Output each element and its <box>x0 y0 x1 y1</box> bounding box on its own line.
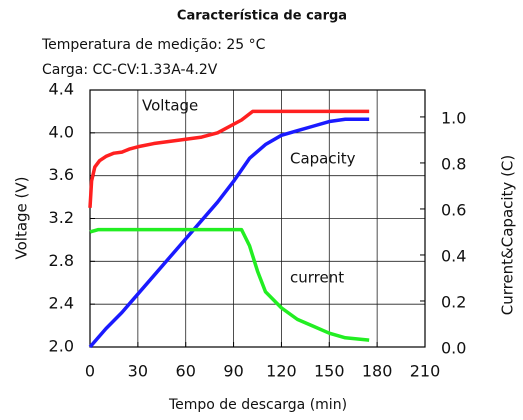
y-tick-label: 4.4 <box>49 80 74 99</box>
subtitle: Temperatura de medição: 25 °C <box>41 37 266 53</box>
chart-title: Característica de carga <box>177 9 347 24</box>
x-axis-label: Tempo de descarga (min) <box>168 397 347 413</box>
subtitle: Carga: CC-CV:1.33A-4.2V <box>42 62 218 78</box>
y2-tick-label: 0.8 <box>441 154 466 173</box>
x-tick-label: 180 <box>362 362 393 381</box>
x-tick-label: 120 <box>266 362 297 381</box>
x-tick-label: 90 <box>223 362 243 381</box>
y-tick-label: 3.6 <box>49 165 74 184</box>
series-line <box>89 227 370 342</box>
y-tick-label: 2.0 <box>49 337 74 356</box>
x-tick-label: 150 <box>314 362 345 381</box>
y-axis-label: Voltage (V) <box>13 177 31 260</box>
plot-frame <box>89 89 426 348</box>
y2-tick-label: 1.0 <box>441 108 466 127</box>
y-tick-label: 4.0 <box>49 122 74 141</box>
y2-tick-label: 0.0 <box>441 339 466 358</box>
annotation: current <box>290 269 344 287</box>
y-tick-label: 2.4 <box>49 294 74 313</box>
y2-tick-label: 0.2 <box>441 292 466 311</box>
annotation: Voltage <box>142 97 198 115</box>
y2-tick-label: 0.4 <box>441 246 466 265</box>
series-line <box>88 117 370 349</box>
y2-axis-label: Current&Capacity (C) <box>499 155 517 316</box>
y-tick-label: 2.8 <box>49 251 74 270</box>
annotation: Capacity <box>290 150 356 168</box>
x-tick-label: 30 <box>128 362 148 381</box>
y2-tick-label: 0.6 <box>441 200 466 219</box>
x-tick-label: 210 <box>410 362 441 381</box>
x-tick-label: 60 <box>176 362 196 381</box>
x-tick-label: 0 <box>85 362 95 381</box>
series-line <box>88 109 370 208</box>
y-tick-label: 3.2 <box>49 208 74 227</box>
